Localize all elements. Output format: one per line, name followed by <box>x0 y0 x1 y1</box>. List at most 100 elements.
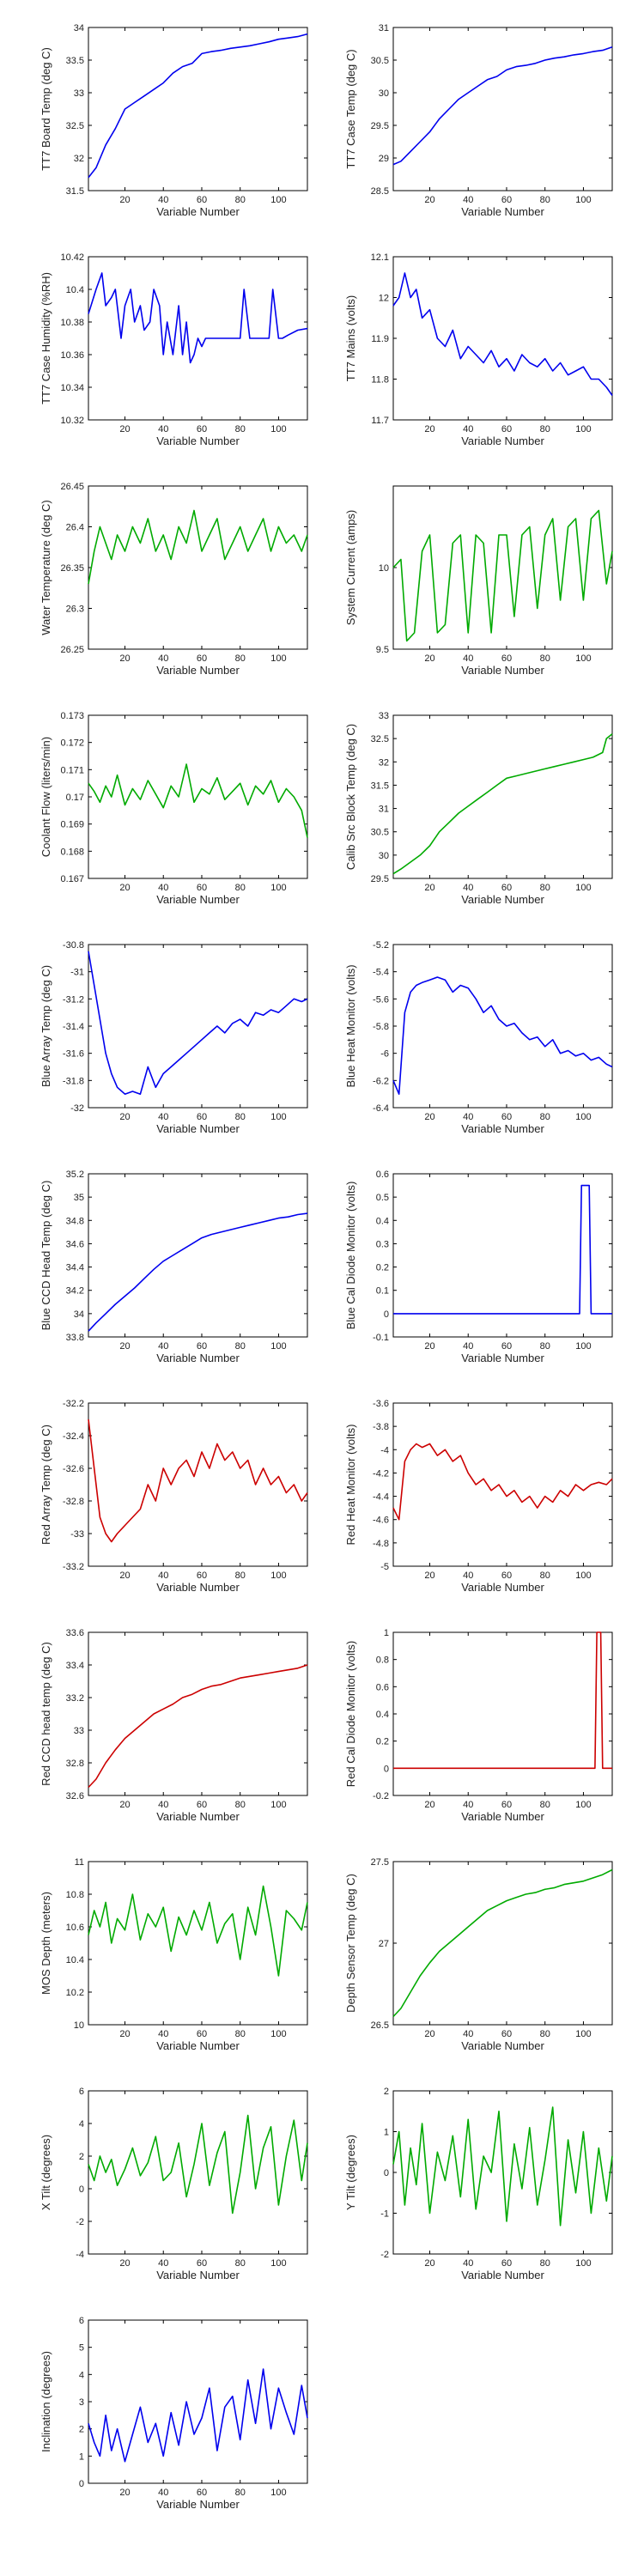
y-tick-label: -6 <box>380 1049 389 1060</box>
chart-18: 26.5 27 27.5 20 40 60 80 100 Variable Number Dept… <box>344 1857 613 2052</box>
x-tick-label: 100 <box>575 2258 591 2269</box>
y-tick-label: -31.4 <box>63 1022 84 1032</box>
y-tick-label: 28.5 <box>371 186 389 197</box>
x-tick-label: 40 <box>158 653 168 664</box>
x-tick-label: 80 <box>540 653 550 664</box>
series-line <box>88 1664 308 1789</box>
x-tick-label: 60 <box>501 2258 512 2269</box>
x-tick-label: 40 <box>463 2258 473 2269</box>
y-axis-label: TT7 Case Temp (deg C) <box>344 49 357 168</box>
plot-frame <box>392 27 613 191</box>
x-tick-label: 40 <box>158 1571 168 1581</box>
y-tick-label: -2 <box>380 2250 389 2260</box>
y-tick-label: 26.4 <box>66 523 84 533</box>
y-tick-label: -4.6 <box>373 1516 389 1526</box>
x-tick-label: 60 <box>501 1112 512 1122</box>
x-tick-label: 100 <box>270 1112 286 1122</box>
x-tick-label: 40 <box>463 1800 473 1810</box>
x-tick-label: 20 <box>424 2029 434 2039</box>
y-tick-label: 0.172 <box>60 738 84 749</box>
y-tick-label: 12 <box>379 294 389 304</box>
y-tick-label: 32.5 <box>66 121 84 131</box>
plot-frame <box>88 1402 308 1567</box>
plot-frame <box>88 485 308 650</box>
y-tick-label: 26.35 <box>60 563 84 574</box>
y-tick-label: -30.8 <box>63 940 84 951</box>
y-tick-label: 0.173 <box>60 711 84 721</box>
x-tick-label: 80 <box>540 1112 550 1122</box>
x-tick-label: 80 <box>235 653 246 664</box>
x-tick-label: 80 <box>235 195 246 205</box>
y-tick-label: 0.1 <box>376 1286 389 1297</box>
y-tick-label: 10.6 <box>66 1923 84 1933</box>
y-tick-label: -5.6 <box>373 994 389 1005</box>
y-tick-label: 10.34 <box>60 383 84 393</box>
y-tick-label: 11.8 <box>371 375 389 386</box>
series-line <box>392 1868 613 2018</box>
y-tick-label: 26.5 <box>371 2020 389 2031</box>
y-tick-label: -6.4 <box>373 1103 389 1114</box>
plot-frame <box>88 2319 308 2484</box>
x-axis-label: Variable Number <box>156 1581 240 1594</box>
x-tick-label: 100 <box>270 883 286 893</box>
y-tick-label: 9.5 <box>376 645 389 655</box>
x-tick-label: 80 <box>235 2488 246 2498</box>
x-tick-label: 60 <box>197 2029 207 2039</box>
plot-frame <box>88 27 308 191</box>
x-tick-label: 100 <box>270 2029 286 2039</box>
y-axis-label: Inclination (degrees) <box>39 2351 52 2452</box>
plot-frame <box>392 1402 613 1567</box>
y-tick-label: -5.2 <box>373 940 389 951</box>
y-tick-label: 34 <box>74 23 84 33</box>
x-tick-label: 20 <box>119 653 130 664</box>
y-tick-label: 35 <box>74 1193 84 1203</box>
plot-frame <box>392 1173 613 1338</box>
x-tick-label: 20 <box>424 1800 434 1810</box>
y-tick-label: 32.5 <box>371 734 389 744</box>
x-tick-label: 20 <box>424 2258 434 2269</box>
x-tick-label: 60 <box>197 424 207 434</box>
x-tick-label: 100 <box>575 1571 591 1581</box>
x-tick-label: 40 <box>158 883 168 893</box>
x-tick-label: 60 <box>501 883 512 893</box>
y-tick-label: 0.2 <box>376 1263 389 1273</box>
chart-19: -4 -2 0 2 4 6 20 40 60 80 100 Variable Number X Tilt… <box>39 2087 308 2281</box>
y-tick-label: -4.4 <box>373 1492 389 1503</box>
series-line <box>393 1631 612 1770</box>
y-tick-label: 33.2 <box>66 1693 84 1704</box>
y-tick-label: 10.42 <box>60 252 84 263</box>
chart-16: -0.2 0 0.2 0.4 0.6 0.8 1 20 40 60 80 100 Variable Nu… <box>344 1628 613 1823</box>
y-tick-label: 3 <box>79 2397 84 2408</box>
y-tick-label: 0 <box>384 1764 389 1774</box>
y-tick-label: 29 <box>379 154 389 164</box>
x-tick-label: 40 <box>463 1341 473 1352</box>
x-axis-label: Variable Number <box>461 205 544 218</box>
series-line <box>392 509 613 642</box>
x-tick-label: 20 <box>424 653 434 664</box>
y-tick-label: 0.6 <box>376 1682 389 1692</box>
y-tick-label: -5.8 <box>373 1022 389 1032</box>
y-tick-label: -32.6 <box>63 1464 84 1474</box>
x-tick-label: 60 <box>197 195 207 205</box>
x-tick-label: 80 <box>235 424 246 434</box>
y-tick-label: 10.38 <box>60 318 84 328</box>
y-axis-label: Water Temperature (deg C) <box>39 500 52 635</box>
chart-1: 31.5 32 32.5 33 33.5 34 20 40 60 80 100 Variable Nu… <box>39 23 308 218</box>
y-tick-label: 2 <box>79 2152 84 2162</box>
x-tick-label: 100 <box>575 1800 591 1810</box>
y-tick-label: 33.6 <box>66 1628 84 1638</box>
chart-3: 10.32 10.34 10.36 10.38 10.4 10.42 20 40 60 80 100… <box>39 252 308 447</box>
x-tick-label: 20 <box>119 1571 130 1581</box>
y-tick-label: 0.3 <box>376 1239 389 1249</box>
x-tick-label: 60 <box>197 653 207 664</box>
x-tick-label: 100 <box>575 1112 591 1122</box>
y-tick-label: -31 <box>70 968 84 978</box>
y-tick-label: 0.4 <box>376 1216 389 1226</box>
x-tick-label: 80 <box>540 424 550 434</box>
series-line <box>392 272 613 396</box>
x-tick-label: 100 <box>575 424 591 434</box>
x-tick-label: 20 <box>424 1112 434 1122</box>
y-tick-label: -0.1 <box>373 1333 389 1343</box>
y-tick-label: -3.6 <box>373 1399 389 1409</box>
